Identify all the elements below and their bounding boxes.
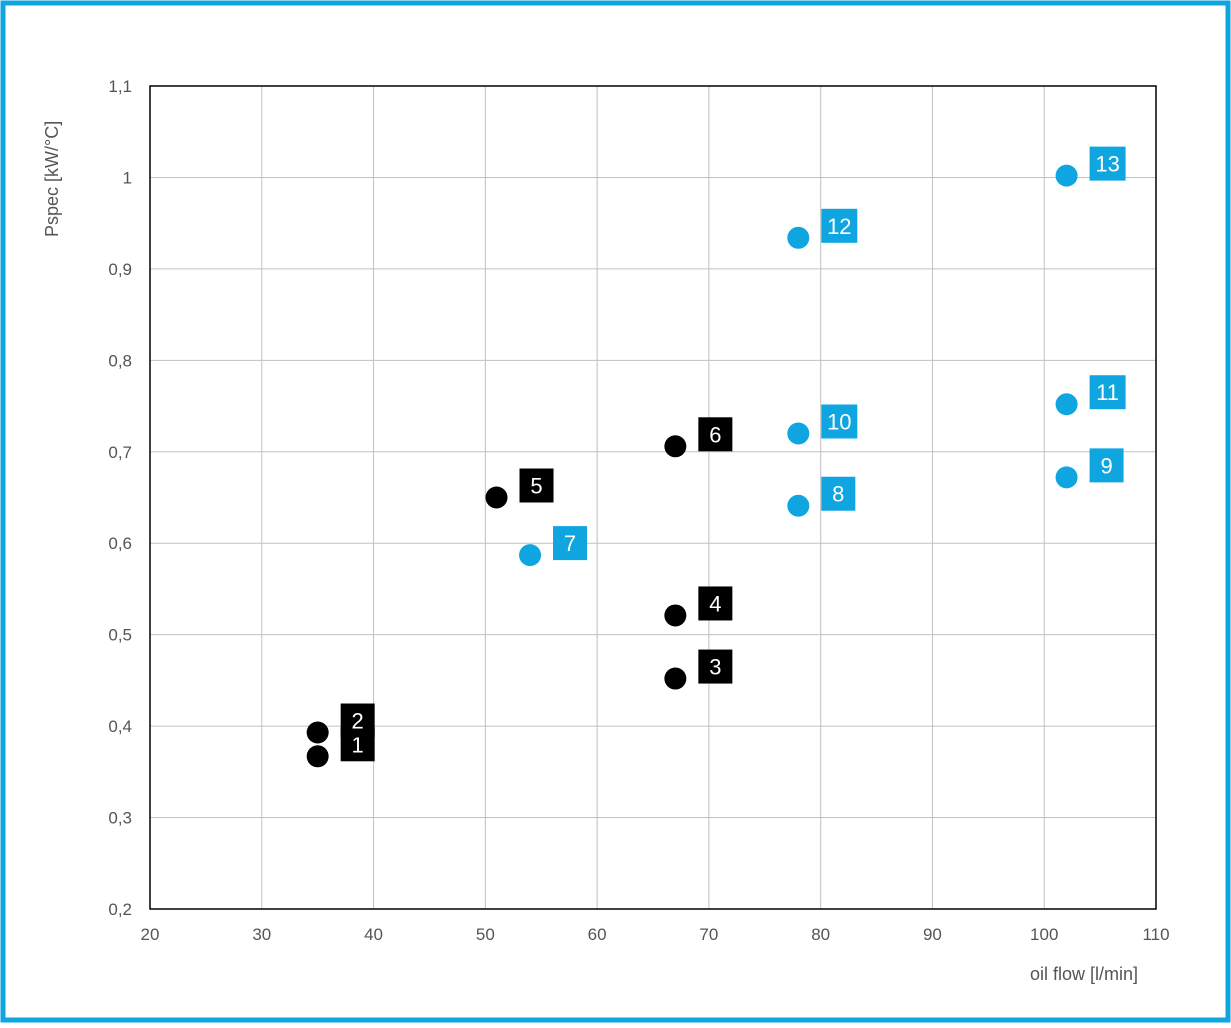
point-marker bbox=[1055, 393, 1078, 416]
data-point-3: 3 bbox=[664, 649, 733, 690]
data-point-9: 9 bbox=[1055, 448, 1124, 489]
point-label: 4 bbox=[709, 591, 721, 616]
point-marker bbox=[787, 422, 810, 445]
point-label-box bbox=[821, 476, 856, 511]
point-label-box bbox=[1089, 146, 1126, 181]
data-point-4: 4 bbox=[664, 586, 733, 627]
point-label-box bbox=[1089, 448, 1124, 483]
y-tick-label: 0,4 bbox=[108, 717, 132, 736]
point-label: 9 bbox=[1100, 453, 1112, 478]
point-label: 10 bbox=[827, 409, 851, 434]
data-point-2: 2 bbox=[306, 703, 375, 744]
point-label-box bbox=[698, 649, 733, 684]
point-label-box bbox=[1089, 375, 1126, 410]
point-label: 5 bbox=[530, 474, 542, 499]
y-axis-ticks: 0,2 0,3 0,4 0,5 0,6 0,7 0,8 0,9 1 1,1 bbox=[108, 77, 132, 919]
data-point-7: 7 bbox=[519, 526, 588, 567]
point-label: 2 bbox=[352, 709, 364, 734]
x-axis-ticks: 20 30 40 50 60 70 80 90 100 110 bbox=[141, 925, 1170, 944]
x-tick-label: 70 bbox=[699, 925, 718, 944]
point-marker bbox=[519, 544, 542, 567]
x-tick-label: 40 bbox=[364, 925, 383, 944]
data-point-10: 10 bbox=[787, 404, 858, 445]
point-label: 6 bbox=[709, 422, 721, 447]
y-tick-label: 1,1 bbox=[108, 77, 132, 96]
point-label: 7 bbox=[564, 531, 576, 556]
point-label: 3 bbox=[709, 655, 721, 680]
y-tick-label: 0,3 bbox=[108, 809, 132, 828]
point-marker bbox=[787, 494, 810, 517]
x-tick-label: 80 bbox=[811, 925, 830, 944]
y-tick-label: 0,9 bbox=[108, 260, 132, 279]
point-label: 12 bbox=[827, 214, 851, 239]
point-marker bbox=[306, 745, 329, 768]
point-marker bbox=[1055, 466, 1078, 489]
y-tick-label: 0,6 bbox=[108, 534, 132, 553]
point-label-box bbox=[553, 526, 588, 561]
point-marker bbox=[787, 226, 810, 249]
x-tick-label: 60 bbox=[588, 925, 607, 944]
x-axis-label: oil flow [l/min] bbox=[1030, 964, 1138, 984]
data-point-11: 11 bbox=[1055, 375, 1126, 416]
point-label-box bbox=[698, 586, 733, 621]
point-label-box bbox=[821, 404, 858, 439]
y-tick-label: 0,7 bbox=[108, 443, 132, 462]
data-point-12: 12 bbox=[787, 208, 858, 249]
point-label: 8 bbox=[832, 482, 844, 507]
point-marker bbox=[664, 667, 687, 690]
x-tick-label: 100 bbox=[1030, 925, 1058, 944]
point-marker bbox=[664, 435, 687, 458]
data-point-6: 6 bbox=[664, 417, 733, 458]
x-tick-label: 90 bbox=[923, 925, 942, 944]
point-label: 1 bbox=[352, 732, 364, 757]
x-tick-label: 30 bbox=[252, 925, 271, 944]
x-tick-label: 50 bbox=[476, 925, 495, 944]
y-tick-label: 0,2 bbox=[108, 900, 132, 919]
data-point-8: 8 bbox=[787, 476, 856, 517]
point-marker bbox=[485, 486, 508, 509]
point-label: 13 bbox=[1095, 152, 1119, 177]
y-tick-label: 1 bbox=[123, 168, 132, 187]
data-point-5: 5 bbox=[485, 468, 554, 509]
y-axis-label: Pspec [kW/°C] bbox=[42, 121, 62, 237]
x-tick-label: 110 bbox=[1142, 925, 1169, 944]
point-label-box bbox=[340, 703, 375, 738]
data-point-13: 13 bbox=[1055, 146, 1126, 187]
plot-area bbox=[149, 85, 1157, 910]
point-label-box bbox=[821, 208, 858, 243]
point-marker bbox=[664, 604, 687, 627]
y-tick-label: 0,8 bbox=[108, 351, 132, 370]
x-tick-label: 20 bbox=[141, 925, 160, 944]
point-label: 11 bbox=[1096, 380, 1119, 405]
point-marker bbox=[306, 721, 329, 744]
y-tick-label: 0,5 bbox=[108, 626, 132, 645]
point-label-box bbox=[519, 468, 554, 503]
point-label-box bbox=[698, 417, 733, 452]
point-marker bbox=[1055, 164, 1078, 187]
